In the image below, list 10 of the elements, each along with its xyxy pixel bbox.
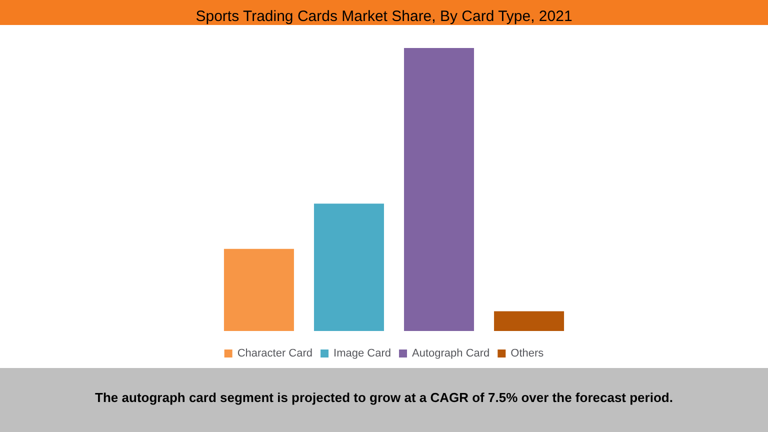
- bar: [224, 248, 294, 331]
- text: The autograph card segment is projected to grow at a CAGR of 7.5% over the forecast period.: [95, 390, 673, 405]
- legend-label: Character Card: [237, 348, 313, 360]
- bar: [404, 48, 474, 331]
- legend-label: Others: [510, 348, 544, 360]
- bar: [314, 204, 384, 331]
- legend-label: Image Card: [334, 348, 392, 360]
- bar: [494, 311, 564, 331]
- chart-title: Sports Trading Cards Market Share, By Card Type, 2021: [196, 8, 572, 25]
- legend-label: Autograph Card: [412, 348, 490, 360]
